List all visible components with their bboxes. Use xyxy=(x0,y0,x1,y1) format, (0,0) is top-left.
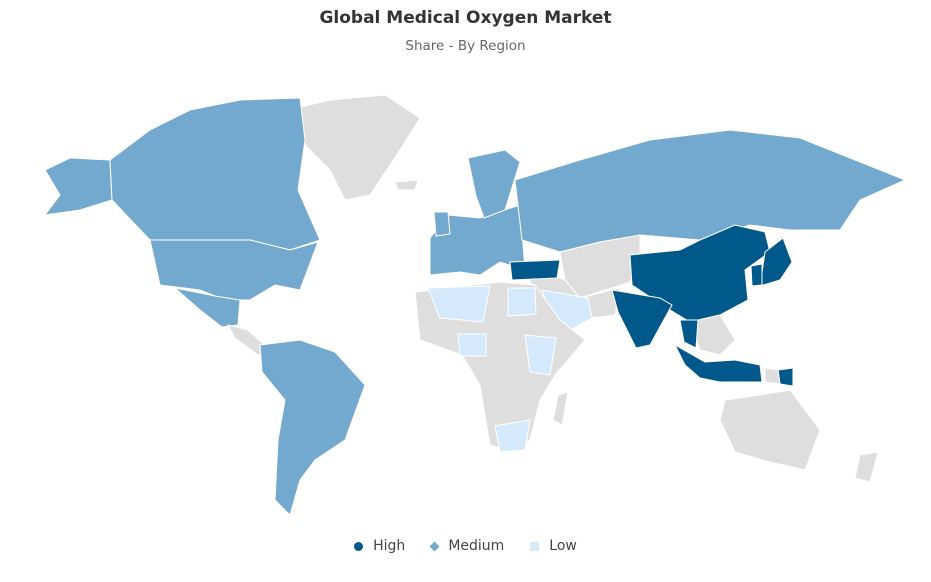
region-africa[interactable] xyxy=(414,281,586,453)
legend-label: Medium xyxy=(448,538,505,554)
region-southeast-asia[interactable] xyxy=(689,314,736,356)
region-east-africa[interactable] xyxy=(524,334,557,376)
chart-title: Global Medical Oxygen Market xyxy=(319,8,612,28)
region-united-kingdom[interactable] xyxy=(433,211,451,237)
region-nigeria[interactable] xyxy=(457,333,487,357)
region-united-states[interactable] xyxy=(149,239,319,301)
region-south-america[interactable] xyxy=(259,339,366,516)
chart-subtitle: Share - By Region xyxy=(405,38,526,54)
region-scandinavia[interactable] xyxy=(467,149,521,219)
region-canada[interactable] xyxy=(109,97,321,251)
region-new-zealand[interactable] xyxy=(854,451,879,483)
region-iceland[interactable] xyxy=(394,179,419,191)
diamond-marker-icon xyxy=(429,541,440,551)
legend-label: Low xyxy=(549,538,577,554)
region-india[interactable] xyxy=(611,289,673,349)
legend-label: High xyxy=(373,538,406,554)
circle-marker-icon xyxy=(354,541,364,551)
region-south-korea[interactable] xyxy=(750,263,763,287)
legend-item-medium[interactable]: Medium xyxy=(429,538,505,554)
region-indonesia[interactable] xyxy=(673,343,763,383)
legend-item-low[interactable]: Low xyxy=(530,538,577,554)
legend-item-high[interactable]: High xyxy=(354,538,405,554)
region-greenland[interactable] xyxy=(279,94,421,201)
region-madagascar[interactable] xyxy=(552,391,569,426)
region-australia[interactable] xyxy=(719,389,821,471)
region-egypt[interactable] xyxy=(507,287,537,317)
legend: High Medium Low xyxy=(0,538,931,554)
region-south-africa[interactable] xyxy=(494,419,531,453)
region-thailand[interactable] xyxy=(679,319,699,349)
square-marker-icon xyxy=(530,541,540,551)
region-new-guinea-west[interactable] xyxy=(764,367,781,385)
region-alaska[interactable] xyxy=(43,157,113,216)
region-algeria[interactable] xyxy=(427,285,491,323)
region-mexico[interactable] xyxy=(173,287,241,328)
region-russia[interactable] xyxy=(514,129,907,253)
region-turkey[interactable] xyxy=(509,259,561,281)
